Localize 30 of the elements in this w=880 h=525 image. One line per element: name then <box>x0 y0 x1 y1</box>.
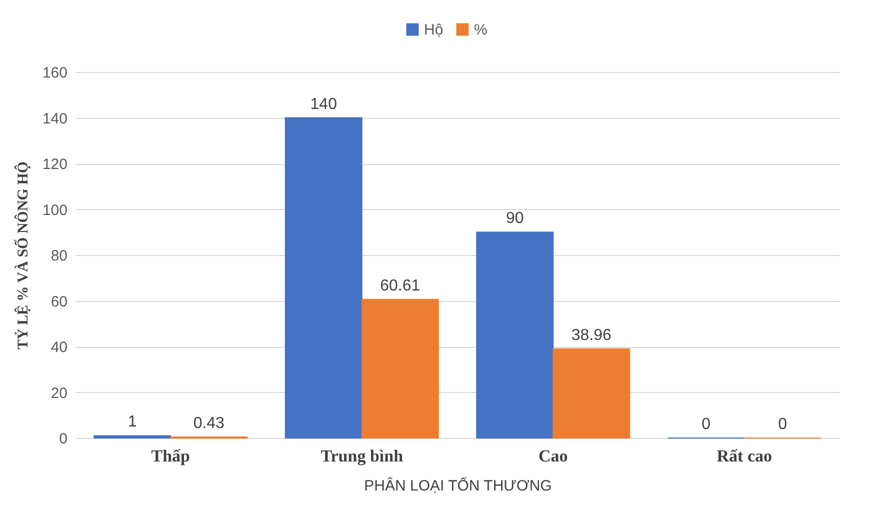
data-label: 38.96 <box>571 326 612 344</box>
data-label: 0 <box>702 416 711 433</box>
x-tick-label: Cao <box>538 446 568 466</box>
bar <box>284 117 362 438</box>
legend-label: % <box>474 22 488 39</box>
bar <box>552 348 630 438</box>
y-tick-label: 0 <box>59 430 68 448</box>
y-tick-label: 80 <box>50 248 68 264</box>
y-tick-label: 20 <box>50 384 68 402</box>
y-tick-label: 40 <box>50 339 68 356</box>
data-label: 1 <box>128 414 137 431</box>
y-axis-title: TỶ LỆ % VÀ SỐ NÔNG HỘ <box>13 161 32 350</box>
data-label: 0 <box>778 416 788 433</box>
bar <box>94 435 172 438</box>
legend-label: Hộ <box>424 22 444 39</box>
y-tick-label: 140 <box>42 110 68 128</box>
data-label: 60.61 <box>380 277 420 294</box>
x-tick-label: Thấp <box>151 446 190 466</box>
y-tick-label: 120 <box>42 156 68 173</box>
bar <box>361 298 439 438</box>
x-tick-label: Trung bình <box>320 446 404 466</box>
data-label: 140 <box>310 96 338 113</box>
data-label: 0.43 <box>193 415 225 432</box>
data-label: 90 <box>506 210 524 228</box>
x-axis-title: PHÂN LOẠI TỔN THƯƠNG <box>364 476 552 494</box>
y-tick-label: 160 <box>42 64 68 82</box>
y-tick-label: 60 <box>50 293 68 310</box>
y-tick-label: 100 <box>42 202 68 219</box>
bar <box>476 232 554 438</box>
x-tick-label: Rất cao <box>716 446 772 466</box>
